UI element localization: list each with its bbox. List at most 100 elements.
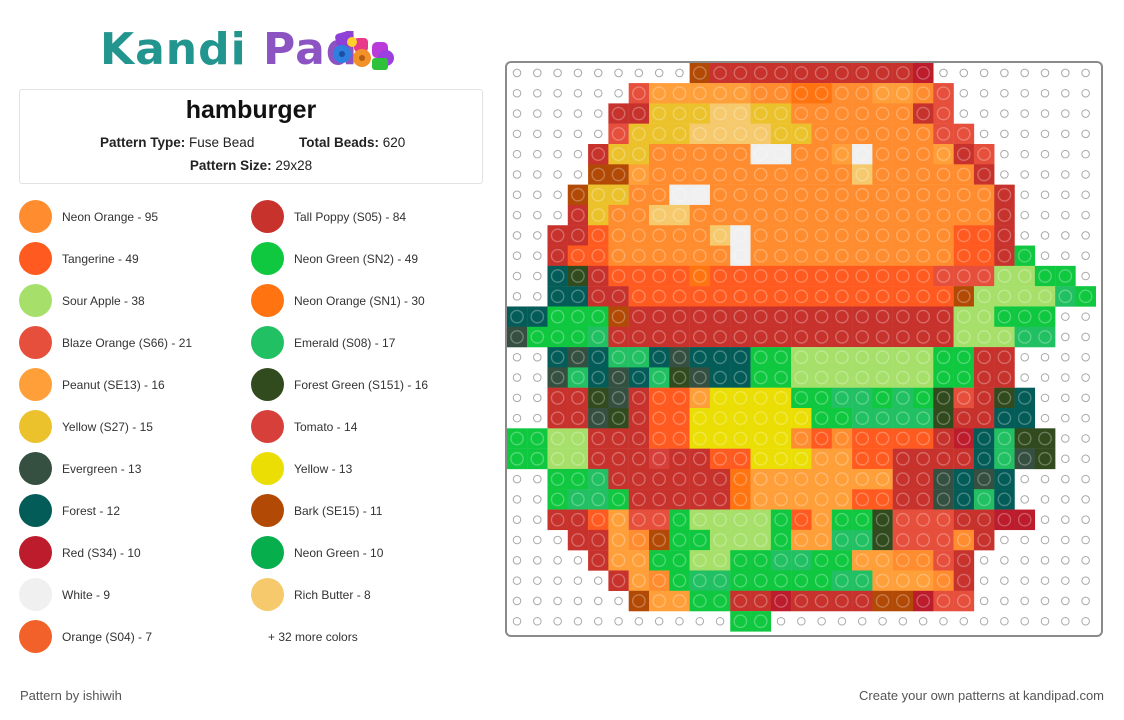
bead [588, 387, 609, 409]
bead [811, 590, 832, 612]
bead-hole [753, 269, 768, 283]
bead [872, 123, 893, 145]
bead-hole [835, 147, 849, 162]
pattern-type: Pattern Type: Fuse Bead [100, 135, 254, 150]
kandipad-logo[interactable]: Kandi Pad [100, 26, 405, 78]
bead-hole [855, 411, 870, 426]
bead [1034, 286, 1056, 307]
empty-peg [533, 393, 542, 403]
legend-label: Tall Poppy (S05) - 84 [294, 210, 407, 224]
bead-hole [632, 573, 646, 588]
bead-hole [672, 106, 687, 121]
bead-hole [896, 127, 910, 141]
empty-peg [512, 474, 522, 484]
empty-peg [1081, 556, 1090, 565]
bead [628, 570, 650, 591]
bead [689, 489, 711, 510]
bead-hole [875, 330, 890, 344]
bead-hole [672, 228, 687, 243]
bead [933, 489, 954, 510]
bead-hole [632, 269, 646, 283]
bead [567, 428, 589, 449]
empty-peg [512, 68, 522, 78]
bead-hole [896, 391, 910, 405]
bead [709, 347, 731, 368]
bead-hole [774, 269, 788, 283]
empty-peg [1020, 170, 1029, 179]
empty-peg [512, 495, 522, 504]
bead [628, 286, 650, 307]
bead-hole [571, 350, 585, 365]
bead-hole [713, 147, 727, 162]
bead-hole [916, 350, 931, 365]
bead-hole [956, 391, 971, 405]
bead [750, 63, 772, 84]
bead [770, 428, 792, 449]
bead-hole [875, 167, 890, 182]
bead-hole [733, 350, 748, 365]
more-colors-link[interactable]: + 32 more colors [268, 630, 358, 644]
bead [872, 509, 893, 531]
bead-hole [916, 411, 931, 426]
bead-hole [916, 86, 931, 101]
empty-peg [1040, 352, 1050, 362]
bead-hole [875, 472, 890, 486]
bead-hole [896, 147, 910, 162]
bead [709, 164, 731, 185]
bead-hole [591, 228, 606, 243]
bead [628, 123, 650, 145]
bead-hole [956, 431, 971, 446]
bead [831, 286, 853, 307]
empty-peg [1061, 109, 1070, 118]
bead [649, 306, 670, 327]
bead [953, 529, 975, 551]
color-swatch [251, 410, 284, 443]
bead-hole [835, 309, 849, 324]
bead [953, 204, 975, 226]
bead [709, 468, 731, 490]
empty-peg [1061, 413, 1070, 423]
empty-peg [512, 109, 522, 118]
bead [770, 367, 792, 388]
bead-hole [632, 106, 646, 121]
bead [831, 367, 853, 388]
bead-hole [571, 411, 585, 426]
pattern-author[interactable]: Pattern by ishiwih [20, 688, 122, 703]
bead [649, 164, 670, 185]
bead [811, 489, 832, 510]
bead-hole [936, 106, 951, 121]
empty-peg [979, 129, 989, 139]
bead-hole [936, 86, 951, 101]
bead [892, 367, 914, 388]
empty-peg [1040, 616, 1050, 626]
bead-hole [611, 228, 626, 243]
bead [831, 184, 853, 206]
bead [953, 265, 975, 287]
empty-peg [573, 576, 583, 585]
bead-hole [753, 451, 768, 466]
bead [588, 306, 609, 327]
bead-hole [672, 391, 687, 405]
kandipad-promo-link[interactable]: Create your own patterns at kandipad.com [859, 688, 1104, 703]
bead [730, 184, 751, 206]
bead [669, 265, 690, 287]
bead-hole [936, 127, 951, 141]
bead-hole [753, 86, 768, 101]
bead [953, 225, 975, 246]
bead [770, 265, 792, 287]
bead [913, 408, 934, 429]
bead-hole [733, 573, 748, 588]
bead-hole [896, 330, 910, 344]
empty-peg [634, 616, 644, 626]
bead [628, 164, 650, 185]
bead [791, 428, 812, 449]
empty-peg [1081, 312, 1090, 321]
bead-hole [936, 411, 951, 426]
bead [628, 428, 650, 449]
empty-peg [512, 292, 522, 301]
bead [527, 326, 548, 348]
bead-hole [997, 289, 1012, 304]
bead [567, 408, 589, 429]
bead-hole [550, 309, 565, 324]
bead-hole [1038, 309, 1052, 324]
